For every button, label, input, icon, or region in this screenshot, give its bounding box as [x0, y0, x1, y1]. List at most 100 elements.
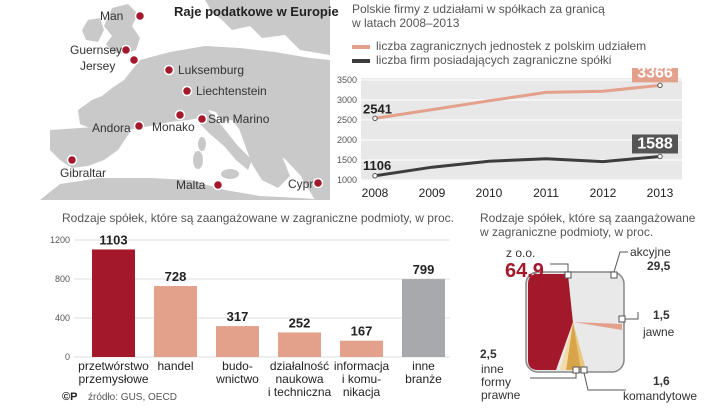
- leader-inne: [530, 373, 577, 379]
- europe-map: [0, 0, 330, 200]
- leader-zoo: [550, 263, 569, 272]
- place-label-cypr: Cypr: [288, 177, 314, 191]
- marker-luksemburg[interactable]: [163, 64, 175, 76]
- bar-value-label: 728: [165, 269, 187, 284]
- slice-inne[interactable]: [566, 322, 581, 370]
- y-tick-label: 1200: [50, 235, 70, 245]
- y-tick-label: 0: [65, 352, 70, 362]
- category-label: budo-: [222, 359, 253, 373]
- category-label: przemysłowe: [78, 372, 148, 386]
- map-land-sicily: [221, 169, 239, 179]
- marker-cypr[interactable]: [312, 177, 324, 189]
- place-label-malta: Malta: [176, 178, 206, 192]
- category-label: i techniczna: [268, 385, 332, 399]
- slice-komandytowe[interactable]: [573, 322, 586, 370]
- marker-jersey[interactable]: [128, 54, 140, 66]
- legend-label-dark: liczba firm posiadających zagraniczne sp…: [376, 53, 612, 67]
- label-last-top: 3366: [637, 68, 673, 81]
- map-land-balkans-greece: [238, 126, 290, 188]
- series-point: [372, 115, 378, 122]
- place-label-monako: Monako: [152, 120, 195, 134]
- marker-san-marino[interactable]: [196, 113, 208, 125]
- line-plot-background: [361, 78, 682, 180]
- bar-value-label: 317: [227, 309, 249, 324]
- leader-jawne: [625, 312, 639, 320]
- pie-value-zoo: 64,9: [505, 260, 544, 282]
- marker-andora[interactable]: [133, 120, 145, 132]
- pie-value-komandytowe: 1,6: [653, 374, 670, 388]
- slice-zoo[interactable]: [528, 274, 573, 370]
- bar[interactable]: [154, 286, 197, 357]
- y-tick-label: 2000: [337, 135, 357, 145]
- category-label: inne: [412, 359, 435, 373]
- bar-value-label: 799: [413, 262, 435, 277]
- slice-inne-light: [560, 322, 573, 370]
- pie-chart-title-2: w zagraniczne podmioty, w proc.: [480, 225, 654, 239]
- place-label-man: Man: [100, 9, 124, 23]
- pie-chart-title-1: Rodzaje spółek, które są zaangażowane: [480, 211, 696, 225]
- marker-inne: [572, 366, 580, 374]
- marker-guernsey[interactable]: [120, 44, 132, 56]
- marker-monako[interactable]: [174, 109, 186, 121]
- marker-liechtenstein[interactable]: [181, 85, 193, 97]
- map-title: Raje podatkowe w Europie: [174, 4, 339, 19]
- legend-swatch-salmon: [352, 45, 370, 49]
- category-label: działalność: [270, 359, 329, 373]
- label-box-last-bottom: [632, 134, 678, 154]
- series-point: [657, 82, 663, 89]
- bar[interactable]: [278, 332, 321, 357]
- bar-chart-title: Rodzaje spółek, które są zaangażowane w …: [62, 211, 454, 225]
- map-land-ireland: [82, 18, 104, 42]
- pie-chart: [525, 251, 639, 391]
- series-line-salmon: [374, 83, 661, 120]
- series-line-dark: [374, 154, 661, 178]
- source-note: źródło: GUS, OECD: [88, 392, 177, 403]
- y-tick-label: 3500: [337, 75, 357, 85]
- marker-malta[interactable]: [212, 179, 224, 191]
- marker-man[interactable]: [134, 10, 146, 22]
- map-land-italy: [196, 110, 252, 170]
- pie-label-inne-2: formy: [481, 375, 511, 389]
- map-land-uk: [104, 4, 140, 54]
- bar[interactable]: [92, 249, 135, 357]
- category-label: naukowa: [275, 372, 323, 386]
- label-first-bottom: 1106: [363, 158, 391, 173]
- map-markers: [66, 10, 324, 191]
- category-label: i komu-: [342, 372, 381, 386]
- x-tick-label: 2012: [590, 186, 617, 200]
- label-last-bottom: 1588: [637, 135, 673, 152]
- y-tick-label: 800: [55, 274, 70, 284]
- category-label: przetwórstwo: [78, 359, 149, 373]
- slice-jawne[interactable]: [573, 322, 622, 330]
- bar[interactable]: [340, 340, 383, 357]
- place-label-jersey: Jersey: [80, 59, 116, 73]
- pie-label-inne-3: prawne: [481, 388, 521, 402]
- x-tick-label: 2011: [533, 186, 559, 200]
- bar[interactable]: [216, 326, 259, 357]
- x-tick-label: 2013: [647, 186, 674, 200]
- marker-jawne: [618, 315, 626, 323]
- line-chart: 3500 3000 2500 2000 1500 1000 2008 2009 2010 2011…: [337, 68, 682, 200]
- marker-akcyjne: [610, 271, 618, 279]
- map-land-sardinia: [193, 151, 203, 169]
- x-tick-label: 2009: [419, 186, 446, 200]
- label-first-top: 2541: [363, 101, 392, 116]
- bar-value-label: 252: [289, 315, 311, 330]
- legend-swatch-dark: [352, 59, 370, 63]
- map-land-corsica: [198, 137, 206, 151]
- place-label-liechtenstein: Liechtenstein: [196, 84, 267, 98]
- marker-komandytowe: [580, 366, 588, 374]
- y-tick-label: 1500: [337, 155, 357, 165]
- pie-value-akcyjne: 29,5: [647, 259, 671, 273]
- map-land-continent: [78, 46, 330, 200]
- bar[interactable]: [402, 279, 445, 357]
- line-chart-title-1: Polskie firmy z udziałami w spółkach za …: [352, 2, 605, 16]
- y-tick-label: 2500: [337, 115, 357, 125]
- place-label-san-marino: San Marino: [208, 112, 270, 126]
- pie-value-jawne: 1,5: [653, 308, 670, 322]
- slice-akcyjne[interactable]: [568, 274, 622, 322]
- marker-gibraltar[interactable]: [66, 154, 78, 166]
- y-tick-label: 1000: [337, 175, 357, 185]
- pie-value-inne: 2,5: [480, 347, 497, 361]
